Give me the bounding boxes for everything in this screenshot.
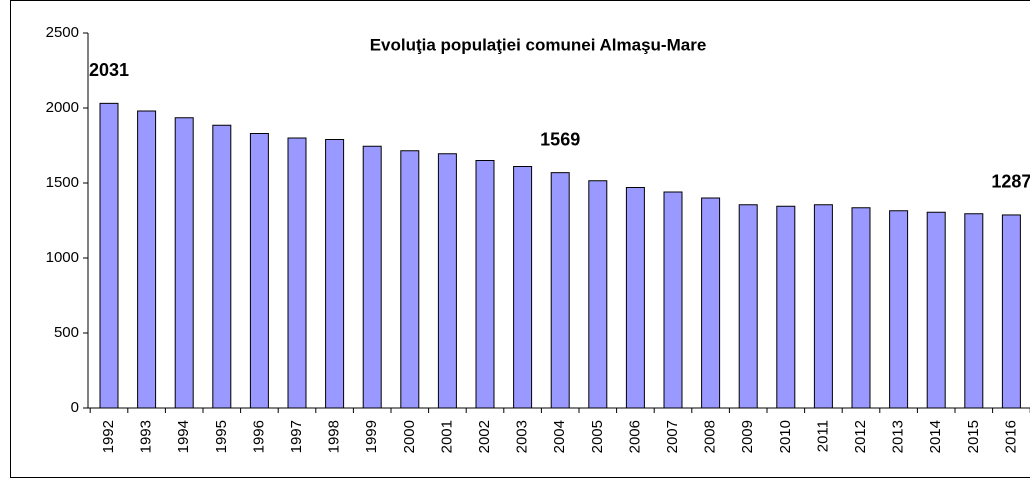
bar <box>701 197 721 409</box>
x-tick-label: 2009 <box>739 420 756 453</box>
x-tick-label: 2004 <box>551 420 568 453</box>
x-tick-label: 2005 <box>589 420 606 453</box>
x-tick-label: 1993 <box>138 420 155 453</box>
y-tick-label: 1500 <box>46 174 79 191</box>
bar <box>738 204 758 409</box>
bar <box>663 191 683 409</box>
bar <box>926 211 946 409</box>
bar <box>625 187 645 409</box>
y-tick-label: 2500 <box>46 24 79 41</box>
y-tick-label: 0 <box>71 399 79 416</box>
bar <box>99 102 119 409</box>
x-tick-label: 2006 <box>626 420 643 453</box>
x-tick-label: 2016 <box>1002 420 1019 453</box>
x-tick-label: 2013 <box>890 420 907 453</box>
y-tick-label: 1000 <box>46 249 79 266</box>
x-tick-label: 1999 <box>363 420 380 453</box>
y-tick-label: 2000 <box>46 99 79 116</box>
x-tick-label: 2008 <box>702 420 719 453</box>
x-tick-label: 2012 <box>852 420 869 453</box>
bar <box>889 210 909 409</box>
bar <box>437 153 457 409</box>
x-tick-label: 2007 <box>664 420 681 453</box>
bar <box>400 150 420 409</box>
x-tick-label: 1995 <box>213 420 230 453</box>
bar <box>475 160 495 409</box>
x-tick-label: 1998 <box>326 420 343 453</box>
x-tick-label: 2014 <box>927 420 944 453</box>
bar <box>550 172 570 409</box>
bar <box>813 204 833 409</box>
bar <box>964 213 984 409</box>
x-tick-label: 1996 <box>250 420 267 453</box>
bar <box>1001 214 1021 409</box>
x-tick-label: 1997 <box>288 420 305 453</box>
x-tick-label: 2011 <box>814 420 831 452</box>
bar <box>249 133 269 409</box>
bar <box>212 124 232 409</box>
bar <box>325 139 345 409</box>
x-tick-label: 2010 <box>777 420 794 453</box>
data-label: 2031 <box>89 60 129 80</box>
x-tick-label: 2000 <box>401 420 418 453</box>
bar <box>362 145 382 409</box>
x-tick-label: 1994 <box>175 420 192 453</box>
bar <box>851 207 871 409</box>
data-label: 1287 <box>991 172 1030 192</box>
chart-title: Evoluţia populaţiei comunei Almaşu-Mare <box>370 35 707 54</box>
data-label: 1569 <box>540 129 580 149</box>
bar <box>137 110 157 409</box>
x-tick-label: 2001 <box>438 420 455 453</box>
bar <box>174 117 194 409</box>
bar <box>513 166 533 409</box>
x-tick-label: 2003 <box>514 420 531 453</box>
bar <box>588 180 608 409</box>
y-tick-label: 500 <box>54 324 79 341</box>
bar <box>776 205 796 409</box>
bar <box>287 137 307 409</box>
x-tick-label: 2002 <box>476 420 493 453</box>
x-tick-label: 2015 <box>965 420 982 453</box>
x-tick-label: 1992 <box>100 420 117 453</box>
